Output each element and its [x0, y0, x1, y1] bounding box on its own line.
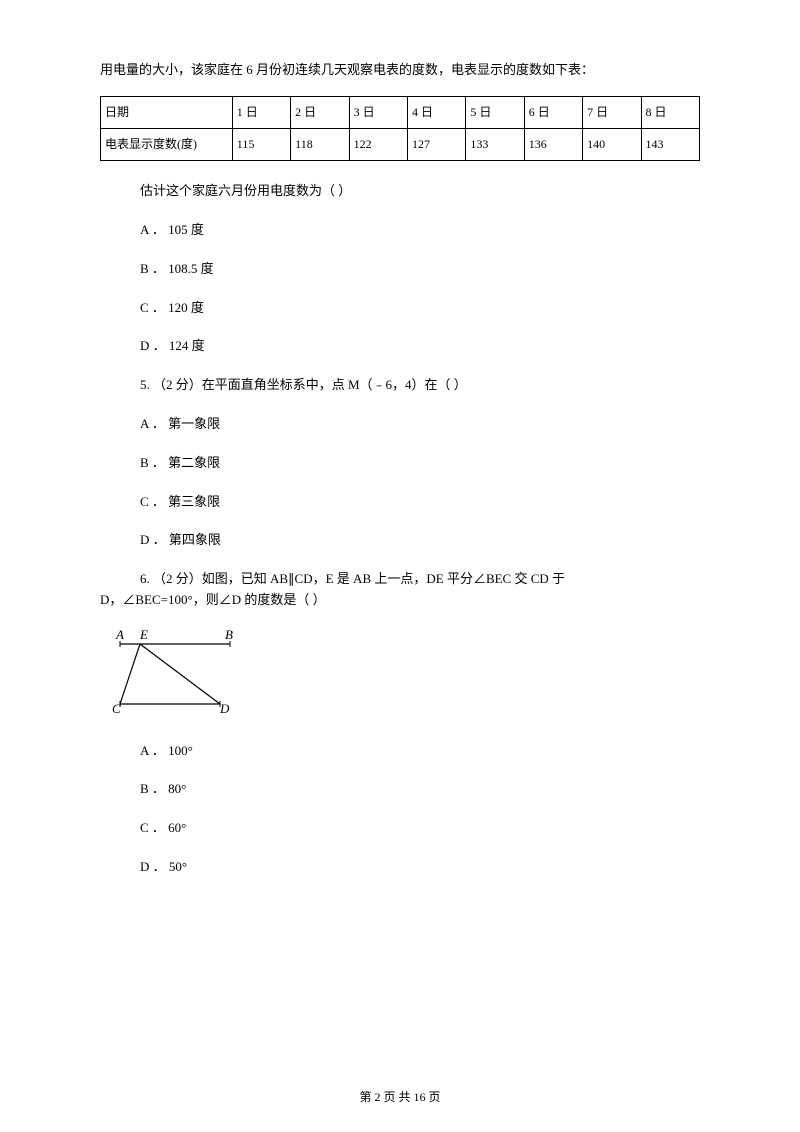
q6-option-c: C ． 60° — [140, 818, 700, 839]
header-cell: 6 日 — [524, 96, 582, 128]
data-cell: 118 — [291, 128, 349, 160]
q6-line2: D，∠BEC=100°，则∠D 的度数是（ ） — [100, 590, 700, 611]
label-b: B — [225, 629, 233, 642]
line-ec — [120, 644, 140, 704]
data-label: 电表显示度数(度) — [101, 128, 233, 160]
header-cell: 8 日 — [641, 96, 699, 128]
q4-option-d: D ． 124 度 — [140, 336, 700, 357]
line-ed — [140, 644, 220, 704]
data-cell: 143 — [641, 128, 699, 160]
label-e: E — [139, 629, 148, 642]
data-cell: 136 — [524, 128, 582, 160]
header-cell: 7 日 — [583, 96, 641, 128]
header-cell: 4 日 — [407, 96, 465, 128]
data-cell: 127 — [407, 128, 465, 160]
q6-line1: 6. （2 分）如图，已知 AB∥CD，E 是 AB 上一点，DE 平分∠BEC… — [140, 569, 700, 590]
q5-option-b: B ． 第二象限 — [140, 453, 700, 474]
q5-option-a: A ． 第一象限 — [140, 414, 700, 435]
header-cell: 5 日 — [466, 96, 524, 128]
data-cell: 115 — [232, 128, 290, 160]
q4-option-b: B ． 108.5 度 — [140, 259, 700, 280]
diagram-svg: A E B C D — [110, 629, 250, 714]
label-d: D — [219, 701, 230, 714]
header-cell: 2 日 — [291, 96, 349, 128]
data-table: 日期 1 日 2 日 3 日 4 日 5 日 6 日 7 日 8 日 电表显示度… — [100, 96, 700, 161]
q4-option-a: A ． 105 度 — [140, 220, 700, 241]
data-cell: 140 — [583, 128, 641, 160]
geometry-diagram: A E B C D — [110, 629, 700, 721]
page-footer: 第 2 页 共 16 页 — [0, 1088, 800, 1107]
q6-option-d: D ． 50° — [140, 857, 700, 878]
table-row: 电表显示度数(度) 115 118 122 127 133 136 140 14… — [101, 128, 700, 160]
q4-prompt: 估计这个家庭六月份用电度数为（ ） — [140, 181, 700, 202]
q5-text: 5. （2 分）在平面直角坐标系中，点 M（﹣6，4）在（ ） — [140, 375, 700, 396]
header-label: 日期 — [101, 96, 233, 128]
q4-option-c: C ． 120 度 — [140, 298, 700, 319]
data-cell: 122 — [349, 128, 407, 160]
q6-option-b: B ． 80° — [140, 779, 700, 800]
label-c: C — [112, 701, 121, 714]
label-a: A — [115, 629, 124, 642]
q6-option-a: A ． 100° — [140, 741, 700, 762]
header-cell: 3 日 — [349, 96, 407, 128]
intro-text: 用电量的大小，该家庭在 6 月份初连续几天观察电表的度数，电表显示的度数如下表： — [100, 60, 700, 81]
table-row: 日期 1 日 2 日 3 日 4 日 5 日 6 日 7 日 8 日 — [101, 96, 700, 128]
header-cell: 1 日 — [232, 96, 290, 128]
data-cell: 133 — [466, 128, 524, 160]
q5-option-c: C ． 第三象限 — [140, 492, 700, 513]
q5-option-d: D ． 第四象限 — [140, 530, 700, 551]
